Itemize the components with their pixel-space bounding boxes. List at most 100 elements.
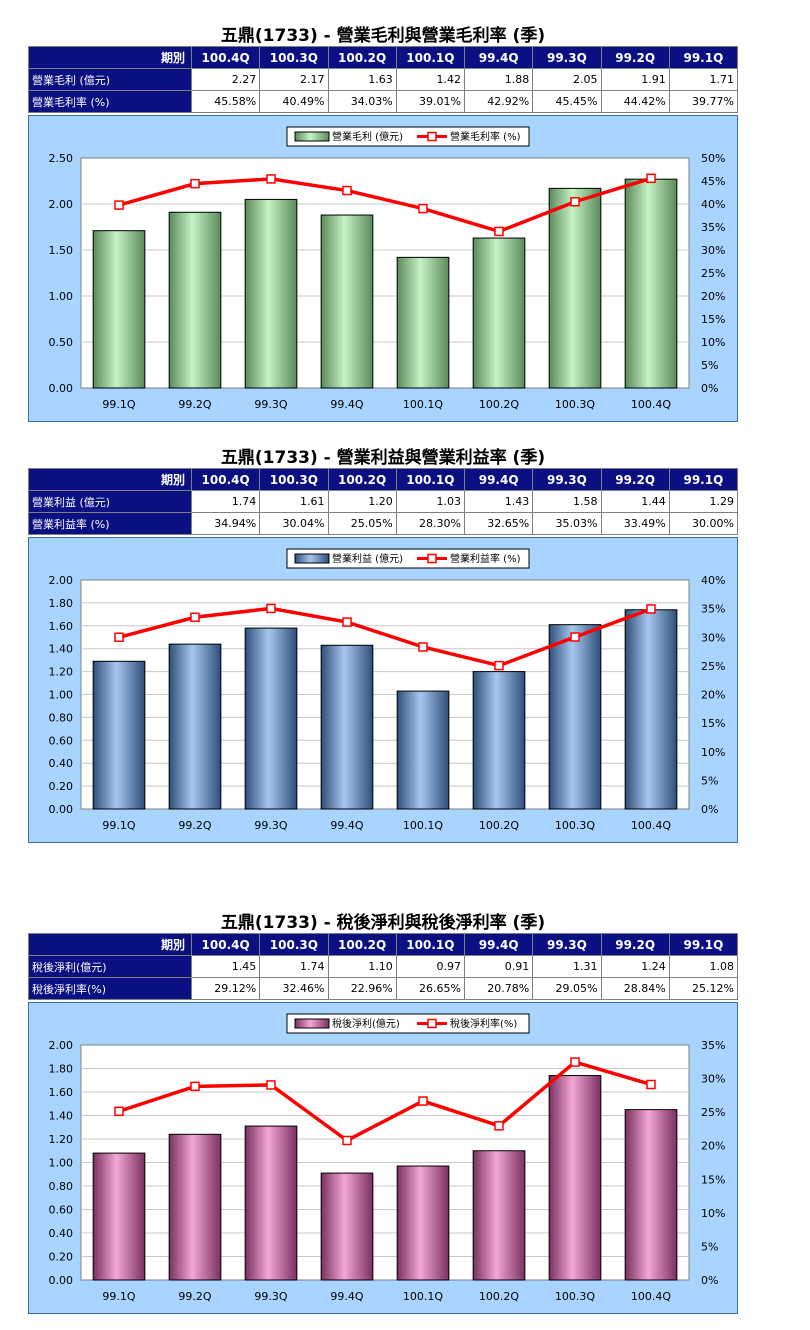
legend-line-marker — [427, 131, 437, 142]
line-point — [570, 632, 580, 642]
bar — [396, 1165, 450, 1281]
row-label: 營業毛利 (億元) — [28, 68, 192, 91]
bar — [92, 230, 146, 389]
y-right-tick-label: 25% — [701, 1106, 725, 1119]
y-left-tick-label: 1.60 — [49, 620, 74, 633]
chart-title: 五鼎(1733) - 營業利益與營業利益率 (季) — [220, 448, 546, 468]
table-header-row: 期別 100.4Q 100.3Q 100.2Q 100.1Q 99.4Q 99.… — [28, 933, 739, 956]
bar — [396, 256, 450, 389]
period-header: 99.2Q — [600, 46, 670, 69]
x-tick-label: 99.1Q — [102, 398, 135, 411]
x-tick-label: 99.2Q — [178, 819, 211, 832]
table-cell: 1.10 — [327, 955, 397, 978]
chart-title: 五鼎(1733) - 稅後淨利與稅後淨利率 (季) — [220, 913, 546, 933]
period-header: 100.4Q — [190, 468, 261, 491]
table-cell: 1.31 — [532, 955, 602, 978]
data-table: 期別 100.4Q 100.3Q 100.2Q 100.1Q 99.4Q 99.… — [28, 468, 739, 535]
line-point — [342, 185, 352, 196]
bar — [624, 609, 678, 810]
header-label: 期別 — [28, 933, 192, 956]
y-right-tick-label: 5% — [701, 774, 718, 787]
table-cell: 29.12% — [190, 977, 261, 1000]
combo-chart: 0.00 0.20 0.40 0.60 0.80 1.00 1.20 1.40 1.60 1.80… — [49, 1013, 725, 1303]
period-header: 99.4Q — [463, 46, 534, 69]
table-cell: 1.58 — [532, 490, 602, 513]
y-right-tick-label: 45% — [701, 175, 725, 188]
line-point — [418, 642, 428, 652]
line-point — [114, 632, 124, 642]
bar — [624, 178, 678, 389]
table-cell: 1.42 — [395, 68, 466, 91]
line-point — [646, 173, 656, 184]
y-right-tick-label: 0% — [701, 1274, 718, 1287]
y-left-tick-label: 1.00 — [49, 689, 74, 702]
y-left-tick-label: 0.50 — [49, 336, 74, 349]
y-right-tick-label: 15% — [701, 1173, 725, 1186]
table-header-row: 期別 100.4Q 100.3Q 100.2Q 100.1Q 99.4Q 99.… — [28, 46, 739, 69]
table-cell: 1.71 — [668, 68, 739, 91]
table-cell: 1.44 — [600, 490, 670, 513]
y-left-tick-label: 0.40 — [49, 757, 74, 770]
y-left-tick-label: 1.80 — [49, 1063, 74, 1076]
x-tick-label: 100.4Q — [631, 819, 671, 832]
period-header: 100.2Q — [327, 468, 397, 491]
bar — [92, 660, 146, 810]
table-cell: 40.49% — [259, 90, 329, 113]
period-header: 99.1Q — [668, 46, 739, 69]
table-cell: 26.65% — [395, 977, 466, 1000]
x-tick-label: 100.3Q — [555, 1290, 595, 1303]
table-cell: 1.74 — [190, 490, 261, 513]
legend-line-marker — [427, 553, 437, 564]
table-cell: 1.45 — [190, 955, 261, 978]
x-tick-label: 99.1Q — [102, 1290, 135, 1303]
period-header: 99.3Q — [532, 468, 602, 491]
line-point — [266, 603, 276, 614]
y-right-tick-label: 35% — [701, 1039, 725, 1052]
table-cell: 28.84% — [600, 977, 670, 1000]
bar — [396, 690, 450, 810]
table-cell: 29.05% — [532, 977, 602, 1000]
x-tick-label: 99.4Q — [330, 1290, 363, 1303]
legend-line-label: 稅後淨利率(%) — [450, 1017, 517, 1030]
table-cell: 32.46% — [259, 977, 329, 1000]
y-left-tick-label: 0.20 — [49, 1251, 74, 1264]
line-point — [114, 200, 124, 210]
period-header: 100.3Q — [259, 46, 329, 69]
bar — [548, 187, 602, 389]
legend-box — [286, 1013, 530, 1034]
table-cell: 22.96% — [327, 977, 397, 1000]
y-right-tick-label: 50% — [701, 152, 725, 165]
y-right-tick-label: 10% — [701, 336, 725, 349]
legend-line-label: 營業利益率 (%) — [450, 552, 521, 565]
period-header: 99.1Q — [668, 468, 739, 491]
y-left-tick-label: 1.80 — [49, 597, 74, 610]
line-point — [570, 196, 580, 207]
y-right-tick-label: 30% — [701, 631, 725, 644]
bar — [320, 1172, 374, 1281]
bar — [548, 624, 602, 810]
y-left-tick-label: 2.50 — [49, 152, 74, 165]
bar — [168, 643, 222, 810]
bar — [168, 211, 222, 389]
y-right-tick-label: 0% — [701, 382, 718, 395]
line-point — [342, 617, 352, 627]
table-cell: 1.29 — [668, 490, 739, 513]
y-left-tick-label: 0.00 — [49, 803, 74, 816]
y-left-tick-label: 0.20 — [49, 780, 74, 793]
y-right-tick-label: 25% — [701, 267, 725, 280]
y-right-tick-label: 30% — [701, 1073, 725, 1086]
x-tick-label: 100.3Q — [555, 398, 595, 411]
y-left-tick-label: 1.00 — [49, 290, 74, 303]
bar — [472, 671, 526, 810]
table-cell: 32.65% — [463, 512, 534, 535]
table-cell: 39.01% — [395, 90, 466, 113]
y-right-tick-label: 20% — [701, 290, 725, 303]
series-line — [118, 176, 652, 234]
y-left-tick-label: 2.00 — [49, 198, 74, 211]
x-tick-label: 99.4Q — [330, 398, 363, 411]
header-label: 期別 — [28, 468, 192, 491]
table-cell: 1.63 — [327, 68, 397, 91]
y-right-tick-label: 10% — [701, 746, 725, 759]
y-right-tick-label: 5% — [701, 359, 718, 372]
x-tick-label: 99.3Q — [254, 398, 287, 411]
